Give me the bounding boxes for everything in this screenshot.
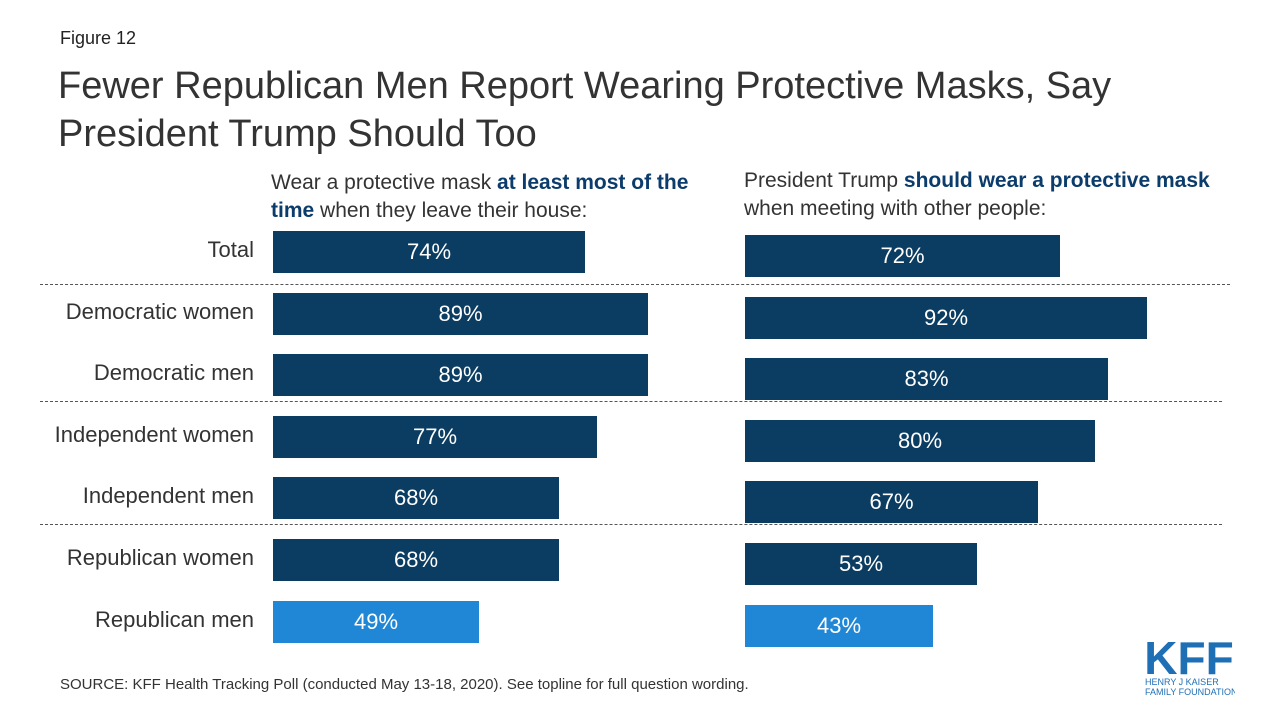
left-heading-emphasis: at least most of the time — [271, 171, 689, 222]
row-label-republican-men: Republican men — [95, 607, 254, 632]
logo-line-2: FAMILY FOUNDATION — [1145, 687, 1235, 696]
row-label-total: Total — [207, 237, 254, 262]
right-heading-text-2: when meeting with other people: — [744, 197, 1047, 220]
kff-logo: KFF HENRY J KAISER FAMILY FOUNDATION — [1144, 636, 1235, 696]
divider-after-independents — [40, 524, 1222, 525]
left-heading-text-2: when they leave their house: — [314, 199, 588, 222]
left-bar-independent-men: 68% — [273, 477, 559, 519]
logo-line-1: HENRY J KAISER — [1145, 677, 1219, 687]
right-bar-value-label: 72% — [880, 243, 925, 268]
left-bar-value-label: 89% — [438, 362, 483, 387]
right-bar-value-label: 92% — [923, 305, 969, 330]
right-bar-independent-men: 67% — [745, 481, 1038, 523]
left-bar-value-label: 68% — [393, 547, 439, 572]
right-heading-text-1: President Trump — [744, 169, 904, 192]
row-label-democratic-women: Democratic women — [65, 299, 254, 324]
right-bar-value-label: 43% — [816, 613, 862, 638]
left-panel-heading: Wear a protective mask at least most of … — [271, 169, 721, 225]
right-bar-democratic-men: 83% — [745, 358, 1108, 400]
right-bar-value-label: 83% — [904, 366, 949, 391]
left-bar-independent-women: 77% — [273, 416, 597, 458]
left-bar-republican-women: 68% — [273, 539, 559, 581]
left-bar-value-label: 49% — [353, 609, 399, 634]
chart-title: Fewer Republican Men Report Wearing Prot… — [58, 65, 1112, 155]
right-bar-value-label: 67% — [869, 489, 914, 514]
left-bar-value-label: 68% — [393, 485, 439, 510]
left-bar-value-label: 77% — [412, 424, 458, 449]
left-heading-text-1: Wear a protective mask — [271, 171, 498, 194]
left-bar-value-label: 74% — [406, 239, 452, 264]
right-bar-republican-women: 53% — [745, 543, 977, 585]
row-label-independent-men: Independent men — [82, 483, 254, 508]
right-bar-total: 72% — [745, 235, 1060, 277]
right-bar-independent-women: 80% — [745, 420, 1095, 462]
left-bar-democratic-women: 89% — [273, 293, 648, 335]
row-label-independent-women: Independent women — [54, 422, 254, 447]
source-note: SOURCE: KFF Health Tracking Poll (conduc… — [60, 676, 749, 693]
right-bar-value-label: 80% — [897, 428, 943, 453]
left-bar-value-label: 89% — [438, 301, 483, 326]
right-bar-democratic-women: 92% — [745, 297, 1147, 339]
left-bar-total: 74% — [273, 231, 585, 273]
right-heading-emphasis: should wear a protective mask — [903, 169, 1210, 192]
row-label-democratic-men: Democratic men — [93, 360, 254, 385]
left-bar-republican-men: 49% — [273, 601, 479, 643]
right-bar-value-label: 53% — [838, 551, 884, 576]
divider-after-democrats — [40, 401, 1222, 402]
row-label-republican-women: Republican women — [66, 545, 254, 570]
left-bar-democratic-men: 89% — [273, 354, 648, 396]
right-bar-republican-men: 43% — [745, 605, 933, 647]
figure-label: Figure 12 — [60, 28, 137, 48]
divider-after-total — [40, 284, 1230, 285]
logo-mark: KFF — [1144, 636, 1233, 684]
right-panel-heading: President Trump should wear a protective… — [744, 167, 1224, 223]
